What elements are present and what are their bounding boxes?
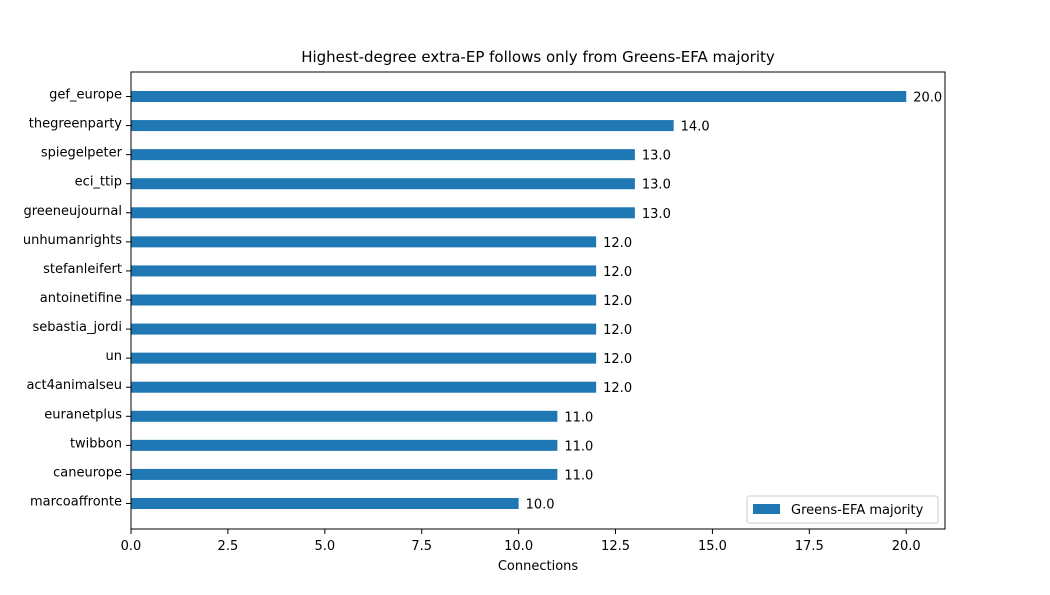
plot-frame [130,71,946,530]
bar [131,410,558,422]
bar-value-label: 11.0 [564,468,593,483]
bar-value-label: 13.0 [642,207,671,222]
y-tick-label: caneurope [53,465,122,480]
x-axis-label: Connections [498,559,579,574]
bar-value-label: 12.0 [603,323,632,338]
bar [131,120,674,132]
bar-value-label: 11.0 [564,410,593,425]
x-tick-label: 12.5 [601,539,630,554]
bar-value-label: 12.0 [603,352,632,367]
y-tick-label: un [106,349,122,364]
bar-value-label: 20.0 [913,91,942,106]
x-tick-label: 15.0 [698,539,727,554]
bar [131,178,635,190]
bar-value-label: 12.0 [603,381,632,396]
y-tick-label: marcoaffronte [30,495,122,510]
y-tick-label: greeneujournal [23,204,122,219]
x-tick-label: 20.0 [892,539,921,554]
bar [131,381,597,393]
legend: Greens-EFA majority [746,495,939,524]
y-tick-label: sebastia_jordi [33,320,122,335]
bar-value-label: 11.0 [564,439,593,454]
y-tick-label: unhumanrights [23,233,122,248]
bar [131,352,597,364]
bar [131,236,597,248]
y-tick-label: act4animalseu [26,378,122,393]
bar-value-label: 12.0 [603,236,632,251]
bar-value-label: 13.0 [642,149,671,164]
plot-area: 0.0 2.5 5.0 7.5 10.0 12.5 15.0 17.5 20.0 gef_euro… [23,88,942,555]
legend-swatch [753,504,780,514]
bar-value-label: 13.0 [642,178,671,193]
y-tick-label: euranetplus [44,407,122,422]
bar [131,91,907,102]
chart-title: Highest-degree extra-EP follows only fro… [301,48,775,66]
x-tick-label: 0.0 [121,539,142,554]
bar [131,498,519,509]
legend-box [746,495,939,524]
bar [131,323,597,335]
bar-value-label: 14.0 [681,120,710,135]
y-tick-label: spiegelpeter [41,146,123,161]
y-tick-label: eci_ttip [75,175,122,190]
bar-value-label: 12.0 [603,294,632,309]
legend-label: Greens-EFA majority [791,503,924,518]
bar [131,207,635,219]
x-tick-label: 2.5 [218,539,239,554]
y-tick-label: stefanleifert [43,262,122,277]
y-tick-label: thegreenparty [29,117,123,132]
bar-value-label: 10.0 [526,498,555,513]
bar [131,468,558,480]
bar [131,149,635,161]
y-tick-label: gef_europe [49,88,122,103]
x-tick-label: 17.5 [795,539,824,554]
y-tick-label: antoinetifine [40,291,122,306]
bar-value-label: 12.0 [603,265,632,280]
bar [131,439,558,451]
x-tick-label: 7.5 [411,539,432,554]
bar [131,265,597,277]
bar [131,294,597,306]
x-tick-label: 5.0 [314,539,335,554]
x-tick-label: 10.0 [504,539,533,554]
y-tick-label: twibbon [70,436,122,451]
